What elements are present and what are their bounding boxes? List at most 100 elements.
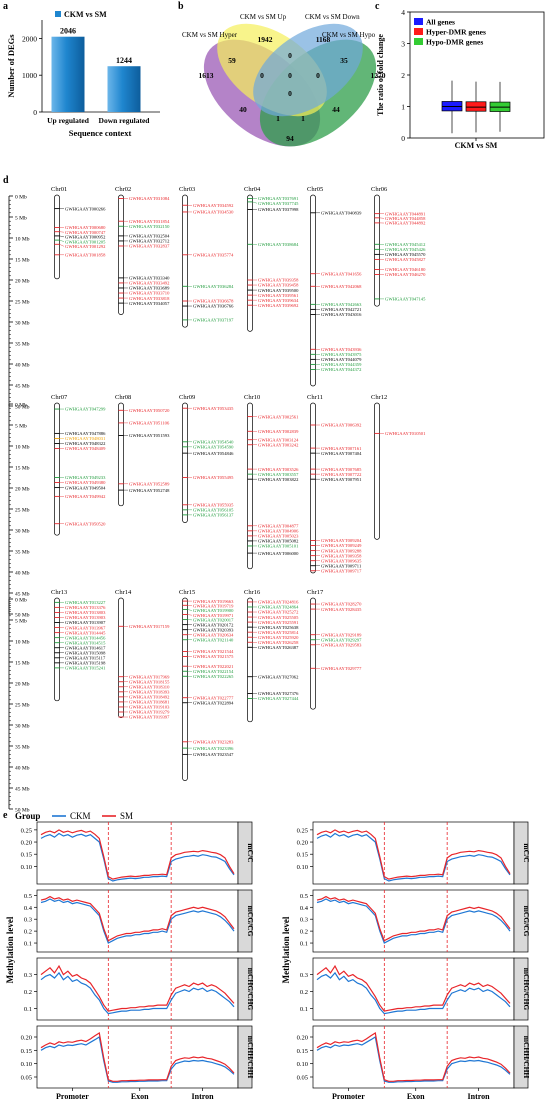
venn-count-hyper-hypo: 94 <box>286 134 294 143</box>
gene-label: GWHGAAYT033492 <box>129 281 170 286</box>
y-tick-label: 0.2 <box>24 989 32 996</box>
bar-value-label: 1244 <box>116 56 132 65</box>
series-line-ckm <box>40 971 235 1015</box>
venn-count-down-only: 1168 <box>316 35 331 44</box>
chromosome-body <box>54 402 60 536</box>
y-tick-label: 4 <box>401 8 405 17</box>
chromosome-body <box>247 597 253 723</box>
gene-label: GWHGAAYT043936 <box>321 347 362 352</box>
gene-label: GWHGAAYT031084 <box>129 196 170 201</box>
gene-label: GWHGAAYT049942 <box>65 494 106 499</box>
chromosome-name: Chr06 <box>371 186 388 193</box>
gene-label: GWHGAAYT031854 <box>129 219 170 224</box>
mb-axis-label: 30 Mb <box>15 321 30 327</box>
gene-label: GWHGAAYT005082 <box>258 539 299 544</box>
gene-label: GWHGAAYT019971 <box>193 613 234 618</box>
panel-label-a: a <box>3 1 8 12</box>
gene-label: GWHGAAYT007951 <box>321 477 362 482</box>
gene-label: GWHGAAYT044858 <box>385 216 426 221</box>
venn-count-up-hypo: 44 <box>332 105 340 114</box>
gene-label: GWHGAAYT025814 <box>258 630 299 635</box>
gene-label: GWHGAAYT018393 <box>129 690 170 695</box>
gene-label: GWHGAAYT017969 <box>129 674 170 679</box>
series-line-sm <box>40 895 235 942</box>
gene-label: GWHGAAYT044359 <box>321 362 362 367</box>
gene-label: GWHGAAYT000952 <box>65 235 106 240</box>
chromosome-body <box>54 194 60 280</box>
chromosome-body <box>118 597 124 718</box>
y-tick-label: 0.5 <box>24 893 32 900</box>
mb-axis-label: 35 Mb <box>15 550 30 556</box>
gene-label: GWHGAAYT034057 <box>129 301 170 306</box>
gene-label: GWHGAAYT001858 <box>65 253 106 258</box>
gene-label: GWHGAAYT048322 <box>65 441 106 446</box>
gene-label: GWHGAAYT019103 <box>129 705 170 710</box>
chromosome-name: Chr11 <box>307 394 323 401</box>
chromosome-body <box>374 402 380 540</box>
mb-axis-label: 0 Mb <box>15 403 27 409</box>
gene-label: GWHGAAYT018681 <box>129 700 170 705</box>
mb-axis-label: 25 Mb <box>15 508 30 514</box>
gene-label: GWHGAAYT039458 <box>258 283 299 288</box>
gene-label: GWHGAAYT055495 <box>193 475 234 480</box>
series-line-ckm <box>316 832 511 882</box>
series-line-sm <box>316 829 511 880</box>
gene-connector <box>59 231 65 233</box>
x-tick-label: Promoter <box>332 1092 365 1101</box>
chromosome-body <box>118 194 124 315</box>
facet-strip-label: mC/C <box>246 843 255 862</box>
venn-count-hyper-only: 1613 <box>199 71 214 80</box>
y-tick-label: 0.3 <box>300 917 308 924</box>
gene-label: GWHGAAYT037197 <box>193 318 234 323</box>
gene-connector <box>379 217 385 219</box>
gene-label: GWHGAAYT039358 <box>258 278 299 283</box>
y-tick-label: 0.15 <box>21 1048 32 1055</box>
gene-label: GWHGAAYT024864 <box>258 605 299 610</box>
gene-label: GWHGAAYT028270 <box>321 602 362 607</box>
venn-label-hyper: CKM vs SM Hyper <box>182 31 238 39</box>
y-axis-title: Methylation level <box>5 916 15 983</box>
venn-count-hyper-down: 40 <box>239 105 247 114</box>
mb-axis-label: 40 Mb <box>15 363 30 369</box>
gene-label: GWHGAAYT036284 <box>193 284 234 289</box>
y-tick-label: 0.1 <box>300 1006 308 1013</box>
bar-up-regulated <box>51 36 85 112</box>
facet-strip <box>237 957 253 1021</box>
facet-plot-area <box>312 1025 515 1089</box>
mb-axis-label: 0 Mb <box>15 598 27 604</box>
gene-label: GWHGAAYT022777 <box>193 695 234 700</box>
gene-label: GWHGAAYT032712 <box>129 239 170 244</box>
mb-axis-label: 45 Mb <box>15 787 30 793</box>
gene-label: GWHGAAYT054540 <box>193 440 234 445</box>
y-tick-label: 0.20 <box>297 840 308 847</box>
gene-label: GWHGAAYT003557 <box>258 472 299 477</box>
chromosome-body <box>247 194 253 332</box>
y-tick-label: 3 <box>401 40 405 49</box>
facet-strip <box>513 889 529 953</box>
mb-axis-label: 20 Mb <box>15 682 30 688</box>
series-line-sm <box>316 1032 511 1082</box>
gene-label: GWHGAAYT056105 <box>193 508 234 513</box>
gene-label: GWHGAAYT027376 <box>258 691 299 696</box>
gene-label: GWHGAAYT034530 <box>193 210 234 215</box>
gene-label: GWHGAAYT039634 <box>258 298 299 303</box>
gene-label: GWHGAAYT001292 <box>65 244 106 249</box>
mb-axis-label: 25 Mb <box>15 703 30 709</box>
venn-label-up: CKM vs SM Up <box>240 13 287 21</box>
gene-label: GWHGAAYT029297 <box>321 637 362 642</box>
mb-axis-label: 40 Mb <box>15 571 30 577</box>
y-tick-label: 0 <box>401 134 405 143</box>
panel-label-d: d <box>3 175 9 186</box>
gene-label: GWHGAAYT002839 <box>258 429 299 434</box>
gene-label: GWHGAAYT004877 <box>258 524 299 529</box>
facet-strip <box>237 821 253 885</box>
gene-label: GWHGAAYT033689 <box>129 286 170 291</box>
x-axis-title: CKM vs SM <box>455 141 498 150</box>
gene-label: GWHGAAYT000747 <box>65 230 106 235</box>
gene-label: GWHGAAYT047299 <box>65 407 106 412</box>
gene-label: GWHGAAYT015198 <box>65 661 106 666</box>
gene-label: GWHGAAYT052748 <box>129 488 170 493</box>
facet-strip-label: mCHG/CHG <box>522 968 531 1011</box>
mb-axis-label: 10 Mb <box>15 640 30 646</box>
gene-label: GWHGAAYT050520 <box>65 521 106 526</box>
